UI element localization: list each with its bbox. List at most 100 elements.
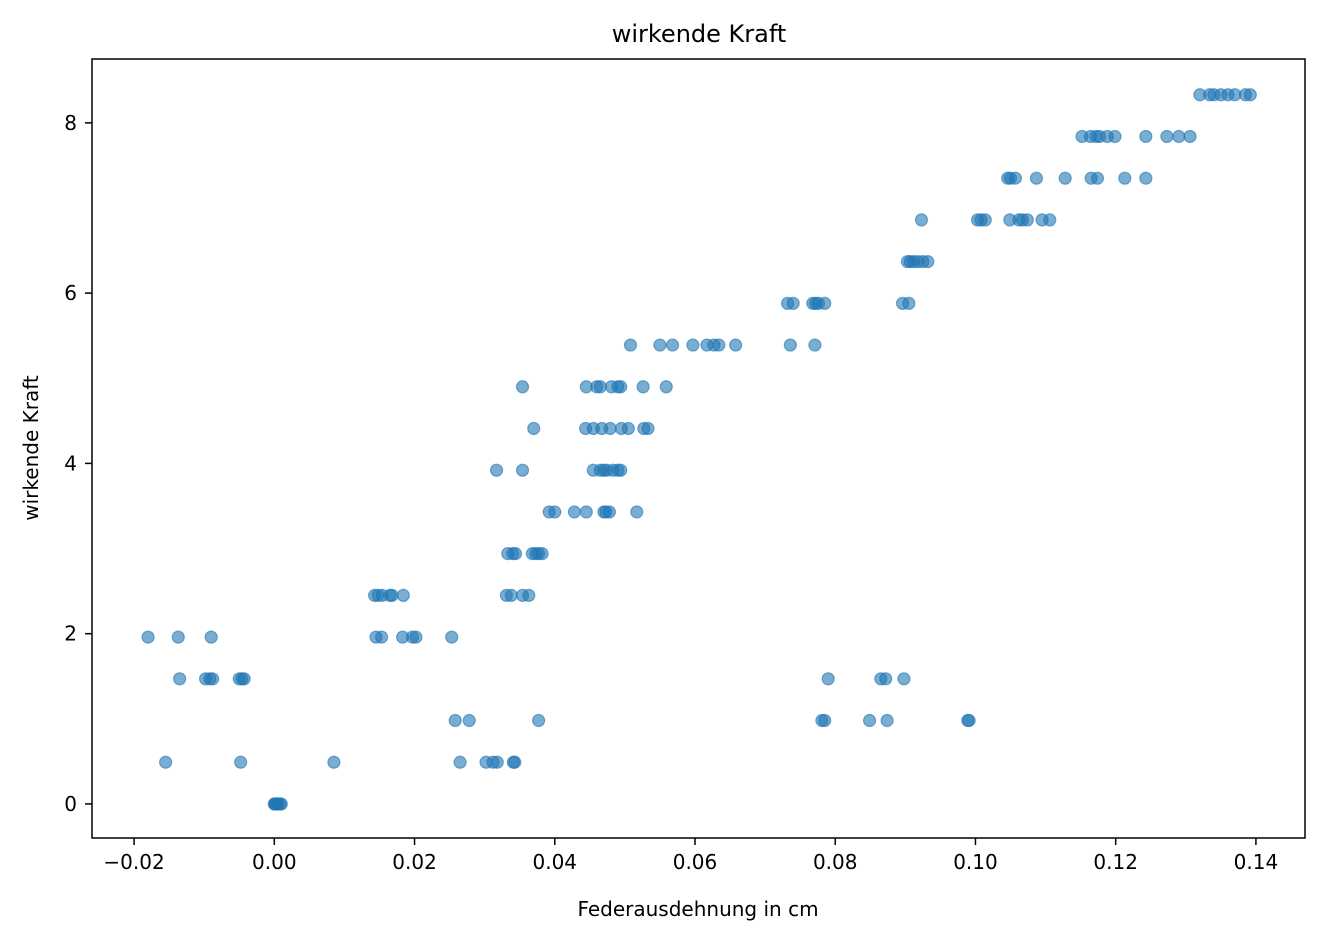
data-point <box>623 338 638 352</box>
data-point <box>532 713 546 728</box>
data-point <box>1118 171 1132 185</box>
data-point <box>808 338 822 352</box>
data-point <box>1243 88 1257 102</box>
data-point <box>567 505 582 519</box>
data-point <box>515 463 530 477</box>
data-point <box>508 755 522 769</box>
data-point <box>653 338 667 352</box>
data-point <box>490 755 504 769</box>
data-point <box>614 463 628 477</box>
y-tick-label: 0 <box>64 792 77 816</box>
data-point <box>818 296 832 310</box>
data-point <box>522 588 536 602</box>
data-point <box>327 755 341 769</box>
data-point <box>237 672 251 686</box>
data-point <box>1139 171 1153 185</box>
x-tick-label: 0.04 <box>532 850 577 874</box>
data-point <box>385 588 399 602</box>
data-point <box>453 755 467 769</box>
data-point <box>579 505 593 519</box>
data-point <box>270 797 284 811</box>
data-point <box>504 588 518 602</box>
data-point <box>1172 129 1186 144</box>
data-point <box>1160 129 1174 144</box>
data-point <box>641 421 655 436</box>
data-point <box>548 505 562 519</box>
data-point <box>527 421 541 436</box>
data-point <box>897 672 911 686</box>
data-point <box>173 672 187 686</box>
data-point <box>786 296 800 310</box>
data-point <box>234 755 248 769</box>
data-point <box>665 338 680 352</box>
data-point <box>396 588 410 602</box>
data-point <box>374 630 389 644</box>
data-point <box>621 421 635 436</box>
data-point <box>783 338 797 352</box>
data-point <box>902 296 916 310</box>
data-point <box>978 213 992 227</box>
data-point <box>914 213 929 227</box>
x-tick-label: 0.06 <box>673 850 718 874</box>
data-point <box>659 380 673 394</box>
data-point <box>489 463 504 477</box>
data-points <box>141 88 1257 811</box>
data-point <box>445 630 459 644</box>
data-point <box>686 338 700 352</box>
data-point <box>448 713 462 728</box>
y-tick-label: 6 <box>64 281 77 305</box>
data-point <box>729 338 743 352</box>
data-point <box>1058 171 1072 185</box>
data-point <box>206 672 220 686</box>
data-point <box>171 630 185 644</box>
data-point <box>962 713 976 728</box>
data-point <box>879 672 893 686</box>
data-point <box>462 713 476 728</box>
data-point <box>921 255 935 269</box>
data-point <box>1139 129 1153 144</box>
x-tick-label: 0.00 <box>252 850 297 874</box>
y-axis-ticks: 0 2 4 6 8 <box>64 111 92 816</box>
data-point <box>159 755 173 769</box>
data-point <box>880 713 894 728</box>
data-point <box>636 380 650 394</box>
x-tick-label: 0.08 <box>813 850 858 874</box>
data-point <box>515 380 530 394</box>
x-tick-label: 0.10 <box>953 850 998 874</box>
data-point <box>818 713 832 728</box>
data-point <box>508 547 523 561</box>
data-point <box>204 630 218 644</box>
y-tick-label: 2 <box>64 622 77 646</box>
y-tick-label: 8 <box>64 111 77 135</box>
data-point <box>1043 213 1057 227</box>
plot-frame <box>91 58 1306 839</box>
x-tick-label: 0.14 <box>1234 850 1279 874</box>
data-point <box>614 380 628 394</box>
x-tick-label: −0.02 <box>103 850 164 874</box>
data-point <box>1108 129 1122 144</box>
data-point <box>1020 213 1034 227</box>
y-tick-label: 4 <box>64 451 77 475</box>
data-point <box>630 505 644 519</box>
x-axis-ticks: −0.02 0.00 0.02 0.04 0.06 0.08 0.10 0.12 0.14 <box>103 838 1278 874</box>
chart-title: wirkende Kraft <box>612 20 787 48</box>
x-axis-label: Federausdehnung in cm <box>577 897 818 921</box>
data-point <box>593 380 607 394</box>
data-point <box>1029 171 1044 185</box>
data-point <box>862 713 877 728</box>
data-point <box>1008 171 1023 185</box>
data-point <box>409 630 423 644</box>
data-point <box>603 421 617 436</box>
data-point <box>141 630 155 644</box>
data-point <box>1090 171 1105 185</box>
data-point <box>1183 129 1197 144</box>
x-tick-label: 0.02 <box>392 850 437 874</box>
x-tick-label: 0.12 <box>1093 850 1138 874</box>
data-point <box>602 505 617 519</box>
y-axis-label: wirkende Kraft <box>19 375 43 521</box>
data-point <box>535 547 549 561</box>
data-point <box>712 338 726 352</box>
data-point <box>821 672 835 686</box>
